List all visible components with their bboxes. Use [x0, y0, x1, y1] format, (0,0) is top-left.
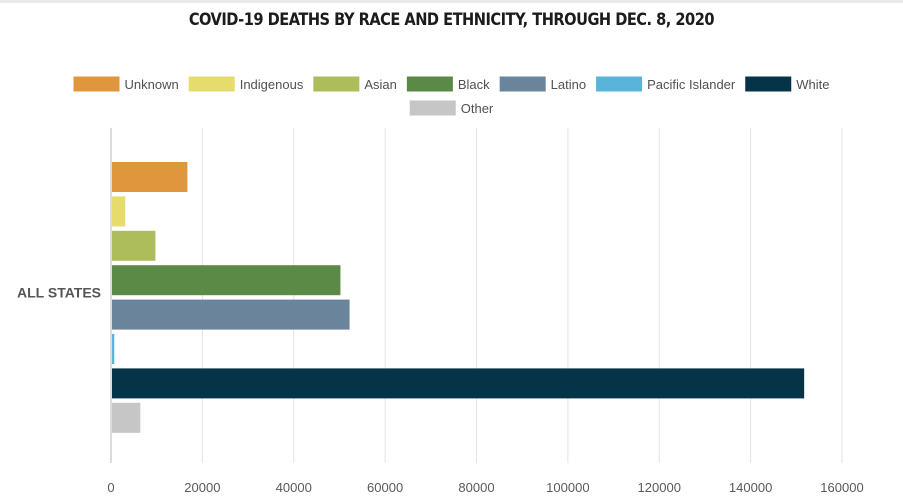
legend-item-unknown[interactable]: Unknown [73, 76, 179, 93]
legend-item-indigenous[interactable]: Indigenous [188, 76, 304, 93]
legend-label: Asian [364, 77, 397, 92]
legend-swatch [499, 76, 546, 92]
chart-title: COVID-19 DEATHS BY RACE AND ETHNICITY, T… [188, 10, 715, 30]
bar-other[interactable] [112, 402, 141, 433]
grid-lines [201, 128, 843, 463]
legend-label: Black [458, 77, 490, 92]
y-axis: ALL STATES [17, 285, 101, 301]
x-tick-label: 40000 [276, 480, 312, 495]
x-tick-label: 0 [107, 480, 114, 495]
chart-legend: Unknown Indigenous Asian Black Latino Pacific… [73, 76, 829, 117]
legend-label: Unknown [125, 77, 179, 92]
legend-swatch [596, 76, 643, 92]
x-tick-label: 160000 [820, 480, 863, 495]
bar-indigenous[interactable] [112, 196, 126, 227]
bar-black[interactable] [112, 265, 341, 296]
legend-swatch [745, 76, 792, 92]
legend-item-asian[interactable]: Asian [313, 76, 397, 93]
legend-label: Indigenous [240, 77, 304, 92]
top-border [0, 0, 903, 3]
legend-label: White [796, 77, 829, 92]
x-axis: 0 20000 40000 60000 80000 100000 120000 140000 1… [107, 128, 864, 495]
legend-item-other[interactable]: Other [409, 100, 494, 117]
legend-swatch [313, 76, 360, 92]
x-tick-label: 60000 [367, 480, 403, 495]
bar-unknown[interactable] [112, 162, 188, 192]
bar-pacific-islander[interactable] [112, 334, 115, 364]
legend-swatch [409, 100, 456, 116]
legend-item-white[interactable]: White [745, 76, 829, 93]
x-tick-label: 100000 [546, 480, 589, 495]
legend-label: Latino [551, 77, 586, 92]
legend-swatch [406, 76, 453, 92]
legend-label: Other [461, 101, 494, 116]
legend-swatch [73, 76, 120, 92]
x-tick-label: 120000 [638, 480, 681, 495]
x-tick-label: 140000 [729, 480, 772, 495]
legend-item-latino[interactable]: Latino [499, 76, 586, 93]
bar-asian[interactable] [112, 230, 156, 261]
legend-item-pacific-islander[interactable]: Pacific Islander [596, 76, 736, 93]
x-tick-label: 20000 [184, 480, 220, 495]
bar-latino[interactable] [112, 299, 350, 330]
legend-label: Pacific Islander [647, 77, 736, 92]
x-tick-label: 80000 [458, 480, 494, 495]
legend-item-black[interactable]: Black [406, 76, 490, 93]
bar-white[interactable] [112, 368, 805, 399]
category-label: ALL STATES [17, 285, 101, 301]
bar-group [112, 162, 805, 433]
legend-swatch [188, 76, 235, 92]
